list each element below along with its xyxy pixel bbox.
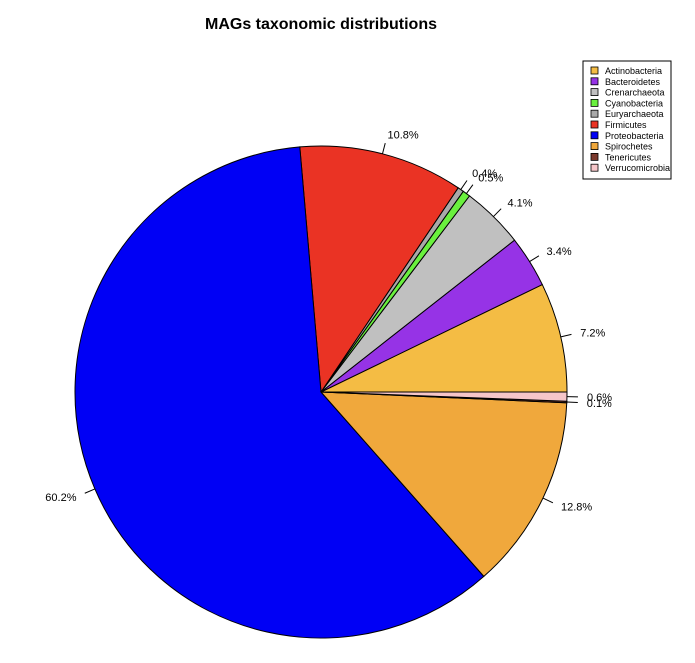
leader-line-firmicutes: [382, 143, 386, 154]
leader-line-actinobacteria: [560, 333, 572, 338]
leader-line-euryarchaeota: [460, 180, 468, 190]
slice-label-bacteroidetes: 3.4%: [547, 246, 572, 258]
pie-slice-actinobacteria: [320, 283, 568, 393]
leader-line-proteobacteria: [84, 488, 96, 494]
slice-label-actinobacteria: 7.2%: [580, 327, 605, 339]
legend: ActinobacteriaBacteroidetesCrenarchaeota…: [582, 60, 672, 180]
legend-swatch-proteobacteria: [590, 131, 599, 140]
legend-swatch-firmicutes: [590, 120, 599, 129]
leader-line-bacteroidetes: [529, 255, 540, 263]
legend-label-bacteroidetes: Bacteroidetes: [605, 77, 661, 87]
legend-swatch-actinobacteria: [590, 66, 599, 75]
legend-label-actinobacteria: Actinobacteria: [605, 66, 662, 76]
legend-label-cyanobacteria: Cyanobacteria: [605, 98, 663, 108]
slice-label-verrucomicrobia: 0.6%: [587, 392, 612, 404]
slice-label-spirochetes: 12.8%: [561, 502, 592, 514]
legend-label-euryarchaeota: Euryarchaeota: [605, 109, 664, 119]
slice-label-euryarchaeota: 0.4%: [472, 168, 497, 180]
legend-swatch-euryarchaeota: [590, 109, 599, 118]
legend-swatch-cyanobacteria: [590, 99, 599, 107]
leader-line-crenarchaeota: [493, 208, 502, 217]
legend-label-tenericutes: Tenericutes: [605, 152, 652, 162]
legend-swatch-bacteroidetes: [590, 77, 599, 86]
legend-swatch-verrucomicrobia: [590, 163, 599, 172]
legend-label-firmicutes: Firmicutes: [605, 120, 647, 130]
pie-slice-firmicutes: [299, 145, 459, 394]
legend-label-spirochetes: Spirochetes: [605, 142, 653, 152]
slice-label-cyanobacteria: 0.5%: [478, 172, 503, 184]
legend-swatch-crenarchaeota: [590, 88, 599, 96]
legend-label-proteobacteria: Proteobacteria: [605, 131, 664, 141]
chart-title: MAGs taxonomic distributions: [204, 16, 437, 33]
pie-slice-verrucomicrobia: [320, 391, 568, 402]
slice-label-proteobacteria: 60.2%: [45, 492, 76, 504]
leader-line-cyanobacteria: [466, 184, 474, 194]
slice-label-tenericutes: 0.1%: [587, 398, 612, 410]
legend-label-crenarchaeota: Crenarchaeota: [605, 88, 665, 98]
legend-swatch-spirochetes: [590, 142, 599, 151]
slice-label-crenarchaeota: 4.1%: [507, 197, 532, 209]
legend-swatch-tenericutes: [590, 152, 599, 161]
slice-label-firmicutes: 10.8%: [387, 129, 418, 141]
legend-label-verrucomicrobia: Verrucomicrobia: [605, 163, 670, 173]
leader-line-spirochetes: [542, 497, 554, 504]
